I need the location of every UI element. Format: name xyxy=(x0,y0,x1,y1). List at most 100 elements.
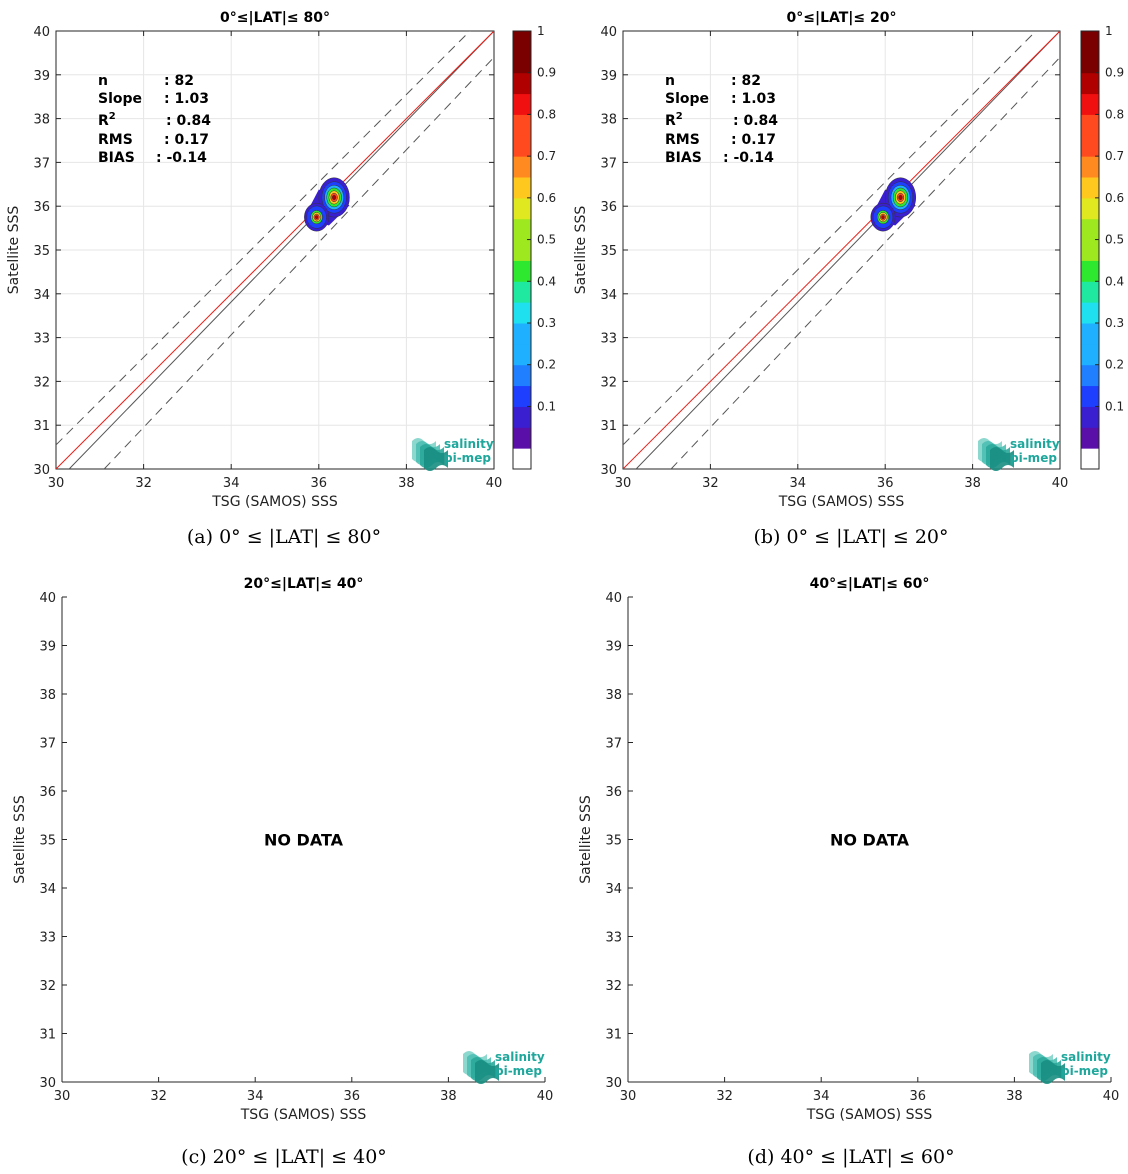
colorbar-tick-label: 0.8 xyxy=(1105,107,1124,121)
colorbar-bin xyxy=(513,385,531,407)
colorbar-tick-label: 0.1 xyxy=(1105,399,1124,413)
colorbar-bin xyxy=(1081,177,1099,199)
plot-area xyxy=(623,31,1060,469)
panel-caption: (b) 0° ≤ |LAT| ≤ 20° xyxy=(753,526,948,548)
stat-label: RMS xyxy=(98,132,133,148)
x-tick-label: 30 xyxy=(620,1089,637,1104)
colorbar-tick-label: 0.5 xyxy=(1105,233,1124,247)
y-tick-label: 36 xyxy=(39,785,56,800)
y-tick-label: 39 xyxy=(39,640,56,655)
colorbar-bin xyxy=(513,72,531,95)
no-data-label: NO DATA xyxy=(264,831,344,850)
wave-layer xyxy=(1041,1060,1065,1084)
panel-caption: (d) 40° ≤ |LAT| ≤ 60° xyxy=(747,1146,954,1168)
x-axis-label: TSG (SAMOS) SSS xyxy=(778,494,905,510)
regression-line xyxy=(56,31,494,469)
colorbar-bin xyxy=(1081,385,1099,407)
y-tick-label: 31 xyxy=(605,1028,622,1043)
y-tick-label: 34 xyxy=(605,882,622,897)
y-tick-label: 38 xyxy=(600,113,617,128)
colorbar-bin xyxy=(513,197,531,220)
colorbar-bin xyxy=(513,51,531,74)
colorbar-bin xyxy=(513,114,531,136)
panel-title: 40°≤|LAT|≤ 60° xyxy=(810,576,930,592)
colorbar-bin xyxy=(513,31,531,53)
colorbar-bin xyxy=(1081,302,1099,324)
stat-label-text: Slope xyxy=(665,91,709,107)
stat-label-text: n xyxy=(98,73,108,89)
stat-value: : -0.14 xyxy=(723,150,774,166)
colorbar-bin xyxy=(513,281,531,303)
y-tick-label: 31 xyxy=(33,419,50,434)
panel-caption: (c) 20° ≤ |LAT| ≤ 40° xyxy=(181,1146,387,1168)
density-contour-level xyxy=(898,194,903,201)
stat-label-sup: 2 xyxy=(109,111,116,122)
x-tick-label: 30 xyxy=(48,476,65,491)
wave-layer xyxy=(475,1060,499,1084)
colorbar-tick-label: 0.3 xyxy=(1105,316,1124,330)
x-tick-label: 34 xyxy=(790,476,807,491)
colorbar-tick-label: 0.9 xyxy=(537,66,556,80)
logo-line-1: salinity xyxy=(444,437,494,451)
stats-box: n: 82 Slope: 1.03 R2: 0.84 RMS: 0.17 BIAS: -… xyxy=(98,73,211,166)
colorbar-tick-label: 0.1 xyxy=(537,399,556,413)
y-tick-label: 38 xyxy=(605,688,622,703)
y-tick-label: 33 xyxy=(33,332,50,347)
x-tick-label: 36 xyxy=(877,476,894,491)
y-tick-label: 30 xyxy=(39,1076,56,1091)
colorbar-bin xyxy=(1081,427,1099,449)
y-tick-label: 35 xyxy=(600,244,617,259)
y-axis-label: Satellite SSS xyxy=(578,795,594,884)
panel-title: 0°≤|LAT|≤ 20° xyxy=(786,10,896,26)
colorbar-bin xyxy=(1081,406,1099,428)
logo-line-2: pi-mep xyxy=(444,451,491,465)
stat-label-text: R xyxy=(98,113,109,129)
stat-label: R2 xyxy=(665,111,683,129)
colorbar-tick-label: 0.3 xyxy=(537,316,556,330)
y-tick-label: 30 xyxy=(605,1076,622,1091)
y-tick-label: 37 xyxy=(600,156,617,171)
x-axis-label: TSG (SAMOS) SSS xyxy=(211,494,338,510)
x-axis-label: TSG (SAMOS) SSS xyxy=(240,1107,367,1123)
colorbar-bin xyxy=(513,427,531,449)
x-tick-label: 38 xyxy=(964,476,981,491)
y-tick-label: 32 xyxy=(39,979,56,994)
panel-title: 20°≤|LAT|≤ 40° xyxy=(244,576,364,592)
x-tick-label: 40 xyxy=(1052,476,1069,491)
stat-value: : 0.17 xyxy=(731,132,776,148)
x-tick-label: 32 xyxy=(702,476,719,491)
y-tick-label: 32 xyxy=(33,375,50,390)
colorbar-bin xyxy=(513,93,531,115)
colorbar-bin xyxy=(1081,218,1099,241)
wave-layer xyxy=(424,447,448,471)
x-tick-label: 32 xyxy=(135,476,152,491)
colorbar-bin xyxy=(513,239,531,261)
y-tick-label: 37 xyxy=(33,156,50,171)
colorbar-tick-label: 0.7 xyxy=(537,149,556,163)
x-tick-label: 36 xyxy=(910,1089,927,1104)
x-tick-label: 34 xyxy=(813,1089,830,1104)
colorbar-bin xyxy=(1081,197,1099,220)
colorbar-tick-label: 0.8 xyxy=(537,107,556,121)
stat-value: : 0.84 xyxy=(166,113,211,129)
density-contour-level xyxy=(314,215,319,220)
y-tick-label: 39 xyxy=(33,69,50,84)
panel-c: 30 32 34 36 38 40 30 31 32 33 34 35 36 37 38 39 40 TSG (S… xyxy=(12,576,553,1168)
colorbar-bin xyxy=(513,156,531,178)
colorbar-tick-label: 0.6 xyxy=(1105,191,1124,205)
y-tick-label: 32 xyxy=(605,979,622,994)
wave-logo-icon xyxy=(1029,1051,1065,1084)
y-tick-label: 32 xyxy=(600,375,617,390)
y-tick-label: 36 xyxy=(600,200,617,215)
colorbar-bin xyxy=(1081,343,1099,366)
y-tick-label: 36 xyxy=(605,785,622,800)
stat-label-text: n xyxy=(665,73,675,89)
x-tick-label: 40 xyxy=(537,1089,554,1104)
logo-line-2: pi-mep xyxy=(1010,451,1057,465)
x-tick-label: 40 xyxy=(486,476,503,491)
colorbar-tick-label: 0.7 xyxy=(1105,149,1124,163)
colorbar-bin xyxy=(1081,323,1099,345)
